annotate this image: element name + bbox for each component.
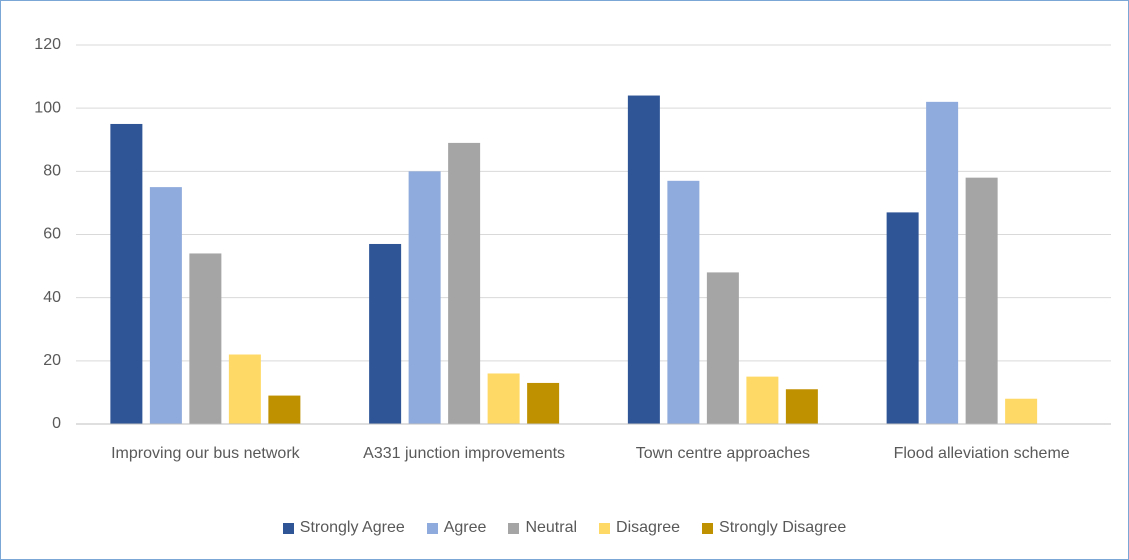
x-tick-label: A331 junction improvements (363, 445, 566, 462)
legend-label: Agree (443, 519, 487, 536)
legend-label: Neutral (525, 519, 578, 536)
bar (627, 95, 660, 425)
legend-swatch (599, 522, 611, 534)
y-tick-label: 60 (43, 226, 61, 243)
x-tick-label: Town centre approaches (635, 445, 811, 462)
legend-item: Disagree (599, 519, 680, 537)
legend-swatch (426, 522, 438, 534)
legend-swatch (508, 522, 520, 534)
y-tick-label: 120 (34, 36, 61, 53)
bar (785, 389, 818, 424)
legend-item: Strongly Disagree (702, 519, 846, 537)
legend-item: Agree (426, 519, 487, 537)
y-tick-label: 100 (34, 99, 61, 116)
bar (667, 180, 700, 424)
bar (408, 171, 441, 424)
y-tick-label: 20 (43, 352, 61, 369)
bar (268, 395, 301, 424)
bar (110, 123, 143, 424)
bar (746, 376, 779, 424)
legend-item: Strongly Agree (282, 519, 405, 537)
bar (706, 272, 739, 424)
bar (886, 212, 919, 424)
bar (189, 253, 222, 424)
x-tick-label: Improving our bus network (111, 445, 300, 462)
y-tick-label: 0 (52, 415, 61, 432)
legend: Strongly Agree Agree Neutral Disagree Strong… (1, 519, 1128, 537)
legend-swatch (702, 522, 714, 534)
bar (369, 243, 402, 424)
y-tick-label: 80 (43, 163, 61, 180)
bar (228, 354, 261, 424)
bar (527, 382, 560, 424)
y-tick-label: 40 (43, 289, 61, 306)
legend-label: Disagree (616, 519, 681, 536)
legend-item: Neutral (508, 519, 577, 537)
bar (487, 373, 520, 424)
bar (448, 142, 481, 425)
bar (965, 177, 998, 424)
legend-label: Strongly Agree (299, 519, 405, 536)
bar (1005, 398, 1038, 424)
legend-label: Strongly Disagree (719, 519, 847, 536)
bar (149, 187, 182, 424)
x-tick-label: Flood alleviation scheme (893, 445, 1070, 462)
legend-swatch (282, 522, 294, 534)
bar (926, 101, 959, 424)
